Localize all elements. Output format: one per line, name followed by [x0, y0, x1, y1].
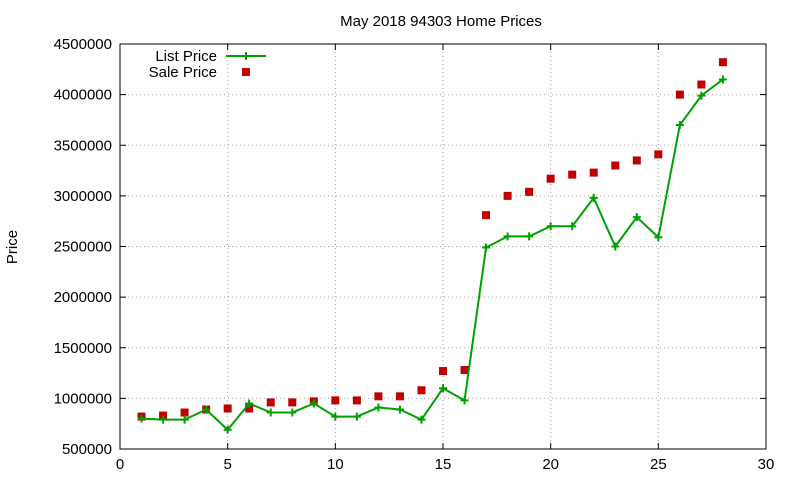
list-price-point	[374, 403, 383, 412]
list-price-point	[525, 232, 534, 241]
list-price-point	[352, 412, 361, 421]
sale-price-point	[460, 366, 469, 375]
sale-price-point	[223, 404, 232, 413]
sale-price-point	[611, 161, 620, 170]
list-price-point	[589, 193, 598, 202]
y-tick-label: 2500000	[54, 239, 112, 256]
y-tick-label: 1500000	[54, 340, 112, 357]
y-axis-label: Price	[4, 230, 21, 264]
list-price-point	[546, 222, 555, 231]
x-tick-label: 10	[327, 456, 344, 473]
sale-price-point	[159, 411, 168, 420]
sale-price-point	[439, 367, 447, 376]
x-tick-label: 25	[650, 456, 667, 473]
sale-price-point	[632, 156, 641, 165]
list-price-point	[697, 91, 706, 100]
sale-price-point	[675, 90, 684, 99]
list-price-point	[395, 405, 404, 414]
list-price-point	[266, 408, 275, 417]
sale-price-point	[589, 168, 598, 177]
legend-label-sale-price: Sale Price	[149, 64, 217, 81]
list-price-point	[568, 222, 577, 231]
x-tick-label: 15	[435, 456, 452, 473]
sale-price-point	[395, 392, 404, 401]
sale-price-point	[245, 404, 254, 413]
x-tick-label: 30	[758, 456, 775, 473]
list-price-point	[288, 408, 297, 417]
x-tick-label: 5	[223, 456, 231, 473]
sale-price-point	[352, 396, 361, 405]
list-price-point	[331, 412, 340, 421]
list-price-point	[654, 233, 663, 242]
sale-price-point	[374, 392, 383, 401]
sale-price-point	[718, 58, 727, 67]
legend-marker-sale-price	[242, 68, 250, 76]
sale-price-point	[568, 170, 577, 179]
y-tick-label: 1000000	[54, 390, 112, 407]
sale-price-point	[546, 174, 555, 183]
list-price-point	[137, 414, 146, 423]
sale-price-point	[482, 211, 491, 220]
y-tick-label: 500000	[62, 441, 112, 458]
sale-price-point	[417, 386, 426, 395]
list-price-point	[611, 242, 620, 251]
sale-price-point	[503, 191, 512, 200]
list-price-point	[180, 415, 189, 424]
list-price-point	[718, 75, 727, 84]
list-price-point	[675, 121, 684, 129]
list-price-point	[309, 399, 318, 408]
sale-price-point	[654, 150, 663, 159]
list-price-line	[141, 78, 724, 432]
list-price-point	[460, 396, 469, 405]
sale-price-point	[697, 80, 706, 89]
sale-price-point	[266, 398, 275, 407]
y-tick-label: 3500000	[54, 137, 112, 154]
list-price-point	[503, 232, 512, 241]
y-tick-label: 2000000	[54, 289, 112, 306]
sale-price-point	[180, 408, 189, 417]
list-price-point	[632, 213, 641, 222]
chart-title: May 2018 94303 Home Prices	[340, 13, 542, 30]
list-price-point	[202, 405, 211, 414]
sale-price-point	[525, 187, 534, 196]
x-tick-label: 20	[542, 456, 559, 473]
sale-price-point	[331, 396, 340, 405]
y-tick-label: 4000000	[54, 87, 112, 104]
y-tick-label: 4500000	[54, 36, 112, 53]
axis-ticks: 0 5 10 15 20 25 30 500000 1000000 1500000 2000000 2…	[54, 36, 775, 473]
series	[137, 58, 727, 434]
legend-marker-list-price	[242, 52, 250, 60]
x-tick-label: 0	[116, 456, 124, 473]
list-price-point	[417, 415, 426, 424]
list-price-point	[482, 243, 491, 252]
list-price-point	[439, 384, 447, 393]
y-tick-label: 3000000	[54, 188, 112, 205]
list-price-point	[223, 425, 232, 434]
list-price-point	[159, 415, 168, 424]
sale-price-point	[288, 398, 297, 407]
list-price-point	[245, 399, 254, 408]
legend-label-list-price: List Price	[155, 48, 217, 65]
